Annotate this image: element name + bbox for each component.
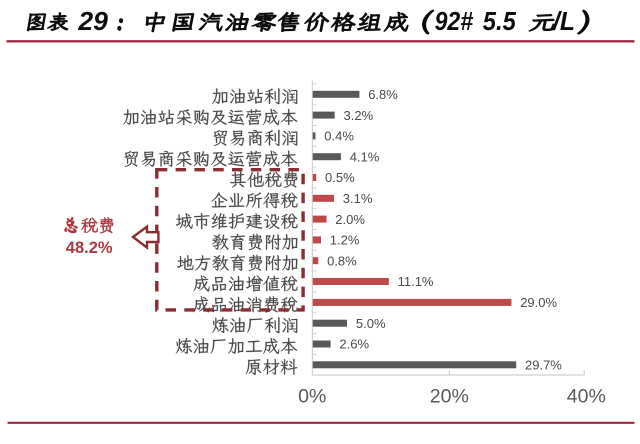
svg-text:/L: /L [552,6,575,36]
svg-text:4.1%: 4.1% [350,149,380,164]
svg-text:0.5%: 0.5% [325,170,355,185]
svg-text:11.1%: 11.1% [398,274,434,289]
svg-text:92#: 92# [435,6,474,36]
svg-text:5.5: 5.5 [483,6,516,36]
svg-text:48.2%: 48.2% [66,239,113,257]
svg-text:0.8%: 0.8% [327,253,357,268]
svg-text:0.4%: 0.4% [324,129,354,144]
svg-text:2.6%: 2.6% [339,337,369,352]
svg-text:20%: 20% [430,386,469,408]
svg-text:6.8%: 6.8% [368,87,398,102]
svg-text:29.7%: 29.7% [525,358,562,373]
svg-text:2.0%: 2.0% [335,212,365,227]
svg-text:0%: 0% [298,386,326,408]
svg-text:29.0%: 29.0% [520,295,557,310]
svg-text:1.2%: 1.2% [330,233,360,248]
svg-text:3.2%: 3.2% [344,108,374,123]
svg-text:29: 29 [77,6,108,36]
svg-text:5.0%: 5.0% [356,316,386,331]
svg-text:3.1%: 3.1% [343,191,373,206]
svg-text:40%: 40% [567,386,606,408]
